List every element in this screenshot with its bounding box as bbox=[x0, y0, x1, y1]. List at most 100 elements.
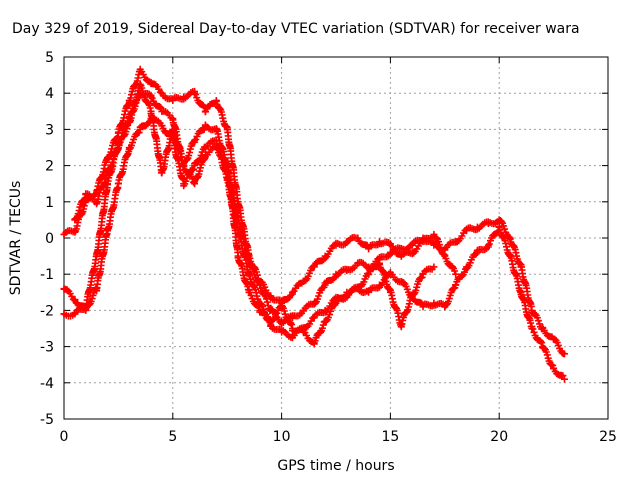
x-tick-label: 0 bbox=[60, 429, 69, 445]
data-point bbox=[201, 144, 209, 151]
data-point bbox=[158, 107, 166, 115]
data-point bbox=[125, 118, 133, 126]
data-point bbox=[539, 343, 547, 351]
x-tick-label: 10 bbox=[273, 429, 291, 445]
data-point bbox=[550, 335, 558, 343]
data-point bbox=[397, 321, 405, 329]
data-point bbox=[408, 248, 416, 256]
data-point bbox=[408, 241, 416, 249]
data-point bbox=[484, 241, 492, 249]
data-point bbox=[191, 89, 199, 97]
data-point bbox=[212, 144, 220, 151]
data-point bbox=[528, 306, 536, 314]
data-point bbox=[114, 144, 122, 151]
data-point bbox=[169, 125, 177, 133]
data-point bbox=[278, 328, 286, 336]
data-point bbox=[550, 364, 558, 372]
data-point bbox=[256, 306, 264, 314]
data-point bbox=[354, 259, 362, 267]
points bbox=[60, 65, 568, 383]
data-point bbox=[288, 288, 296, 296]
data-point bbox=[147, 93, 155, 101]
y-tick-label: 2 bbox=[45, 159, 54, 175]
data-point bbox=[288, 314, 296, 322]
y-tick-label: 4 bbox=[45, 86, 54, 102]
data-point bbox=[463, 263, 471, 271]
data-point bbox=[299, 277, 307, 285]
data-point bbox=[441, 245, 449, 253]
data-point bbox=[430, 241, 438, 249]
data-point bbox=[201, 151, 209, 159]
data-point bbox=[114, 180, 122, 188]
data-point bbox=[104, 227, 112, 235]
data-point bbox=[386, 288, 394, 296]
data-point bbox=[376, 259, 384, 267]
y-tick-label: -3 bbox=[40, 340, 54, 356]
chart-title: Day 329 of 2019, Sidereal Day-to-day VTE… bbox=[12, 21, 580, 37]
data-point bbox=[376, 281, 384, 289]
data-point bbox=[201, 122, 209, 130]
data-point bbox=[60, 310, 68, 318]
data-point bbox=[343, 288, 351, 296]
x-axis-label: GPS time / hours bbox=[277, 458, 394, 474]
data-point bbox=[321, 281, 329, 289]
data-point bbox=[408, 292, 416, 300]
data-point bbox=[484, 220, 492, 228]
data-point bbox=[234, 252, 242, 260]
data-point bbox=[169, 96, 177, 104]
data-point bbox=[310, 299, 318, 307]
data-point bbox=[495, 223, 503, 231]
data-point bbox=[332, 299, 340, 307]
data-point bbox=[201, 107, 209, 115]
y-tick-label: -1 bbox=[40, 267, 54, 283]
y-tick-label: 5 bbox=[45, 50, 54, 66]
y-tick-label: 1 bbox=[45, 195, 54, 211]
data-point bbox=[245, 270, 253, 278]
point-markers bbox=[60, 65, 459, 305]
data-point bbox=[158, 122, 166, 130]
data-point bbox=[419, 270, 427, 278]
data-point bbox=[354, 285, 362, 293]
data-point bbox=[60, 285, 68, 293]
data-point bbox=[299, 328, 307, 336]
data-point bbox=[506, 252, 514, 260]
data-point bbox=[539, 325, 547, 332]
data-point bbox=[430, 299, 438, 307]
data-point bbox=[71, 216, 79, 224]
data-point bbox=[82, 306, 90, 314]
data-point bbox=[321, 306, 329, 314]
data-point bbox=[60, 230, 68, 238]
data-point bbox=[332, 241, 340, 249]
data-point bbox=[158, 89, 166, 97]
data-point bbox=[212, 136, 220, 144]
data-point bbox=[191, 180, 199, 188]
data-point bbox=[71, 227, 79, 235]
y-axis-label: SDTVAR / TECUs bbox=[8, 181, 24, 296]
data-point bbox=[267, 317, 275, 325]
data-point bbox=[419, 303, 427, 311]
data-point bbox=[147, 107, 155, 115]
data-point bbox=[452, 238, 460, 246]
data-point bbox=[245, 288, 253, 296]
data-point bbox=[397, 245, 405, 253]
data-point bbox=[517, 288, 525, 296]
data-point bbox=[376, 238, 384, 246]
data-point bbox=[169, 115, 177, 123]
data-point bbox=[147, 78, 155, 86]
series-track-3 bbox=[60, 115, 568, 383]
data-point bbox=[191, 162, 199, 170]
data-point bbox=[93, 198, 101, 206]
data-point bbox=[71, 310, 79, 318]
x-tick-label: 25 bbox=[599, 429, 617, 445]
x-tick-label: 5 bbox=[168, 429, 177, 445]
data-point bbox=[441, 252, 449, 260]
y-tick-label: 0 bbox=[45, 231, 54, 247]
data-point bbox=[104, 169, 112, 177]
data-point bbox=[104, 154, 112, 162]
data-point bbox=[397, 277, 405, 285]
data-point bbox=[463, 227, 471, 235]
data-point bbox=[256, 281, 264, 289]
data-point bbox=[473, 248, 481, 256]
data-point bbox=[191, 136, 199, 144]
